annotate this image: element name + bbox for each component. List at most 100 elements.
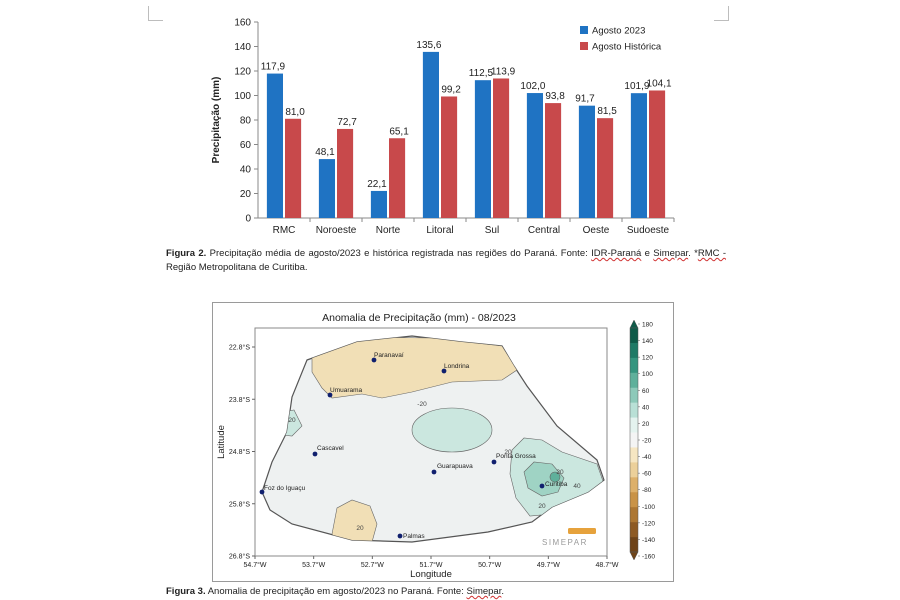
map-x-tick-label: 52.7°W — [361, 561, 384, 569]
bar-agosto-historica-noroeste — [337, 128, 354, 218]
colorbar-segment — [630, 507, 638, 523]
figure-2-text-d: Região Metropolitana de Curitiba. — [166, 262, 308, 273]
city-label-guarapuava: Guarapuava — [437, 463, 473, 470]
value-label-agosto-2023-central: 102,0 — [520, 81, 545, 92]
x-tick-label-litoral: Litoral — [426, 225, 453, 236]
colorbar-label: -40 — [642, 454, 652, 461]
contour-label: 20 — [538, 503, 546, 510]
value-label-agosto-2023-oeste: 91,7 — [575, 94, 595, 105]
contour-label: 20 — [556, 469, 564, 476]
bar-agosto-historica-litoral — [441, 96, 458, 218]
y-tick-label: 120 — [234, 67, 251, 78]
figure-2-source-simepar: Simepar — [653, 248, 689, 259]
value-label-agosto-historica-oeste: 81,5 — [597, 106, 617, 117]
city-label-paranavai: Paranavaí — [374, 352, 404, 359]
x-tick-label-sudoeste: Sudoeste — [627, 225, 670, 236]
figure-2-rmc: RMC - — [697, 248, 726, 259]
y-tick-label: 60 — [240, 140, 252, 151]
figure-2-label: Figura 2. — [166, 248, 207, 259]
colorbar-segment — [630, 342, 638, 359]
city-marker-palmas — [397, 533, 403, 539]
x-tick-label-central: Central — [528, 225, 560, 236]
y-tick-label: 0 — [245, 214, 251, 225]
value-label-agosto-historica-litoral: 99,2 — [441, 84, 461, 95]
bar-agosto-2023-sul — [474, 80, 491, 218]
contour-label: 20 — [356, 525, 364, 532]
y-tick-label: 140 — [234, 42, 251, 53]
figure-2-text-a: Precipitação média de agosto/2023 e hist… — [206, 248, 592, 259]
city-marker-umuarama — [327, 392, 333, 398]
precipitation-anomaly-map: Anomalia de Precipitação (mm) - 08/2023 … — [212, 302, 674, 582]
city-marker-ponta-grossa — [491, 459, 497, 465]
y-tick-label: 40 — [240, 165, 252, 176]
colorbar-label: 120 — [642, 355, 653, 362]
value-label-agosto-2023-sul: 112,5 — [469, 68, 494, 79]
precipitation-bar-chart: 0 20 40 60 80 100 120 140 160 117,9 81,0 48,1 72,7 2… — [211, 18, 675, 236]
value-label-agosto-historica-norte: 65,1 — [389, 126, 409, 137]
simepar-logo: SIMEPAR — [542, 528, 596, 547]
x-tick-label-rmc: RMC — [273, 225, 296, 236]
bar-agosto-2023-sudoeste — [630, 93, 647, 218]
contour-label: 20 — [504, 449, 512, 456]
value-label-agosto-historica-sudoeste: 104,1 — [647, 78, 672, 89]
city-label-ponta-grossa: Ponta Grossa — [496, 453, 536, 460]
value-label-agosto-2023-norte: 22,1 — [367, 179, 387, 190]
city-label-curitiba: Curitiba — [545, 481, 568, 488]
colorbar-segment — [630, 537, 638, 553]
colorbar-label: -60 — [642, 471, 652, 478]
colorbar-label: -80 — [642, 487, 652, 494]
map-y-tick-label: 22.8°S — [229, 344, 250, 352]
colorbar-label: -20 — [642, 438, 652, 445]
value-label-agosto-historica-sul: 113,9 — [491, 66, 516, 77]
map-x-tick-label: 51.7°W — [419, 561, 442, 569]
figure-2-caption: Figura 2. Precipitação média de agosto/2… — [166, 247, 726, 275]
colorbar-segment — [630, 522, 638, 538]
value-label-agosto-2023-noroeste: 48,1 — [315, 147, 335, 158]
page-corner-mark-left — [148, 6, 163, 21]
map-x-tick-label: 50.7°W — [478, 561, 501, 569]
city-marker-foz-do-iguacu — [259, 489, 265, 495]
legend-label-agosto-2023: Agosto 2023 — [592, 26, 645, 37]
colorbar: 180 140 120 100 60 40 20 -20 -40 -60 -80 -100 -120 -1… — [629, 319, 655, 561]
legend: Agosto 2023 Agosto Histórica — [580, 26, 662, 53]
legend-swatch-agosto-historica — [580, 42, 588, 50]
anomaly-wetter-east — [523, 461, 565, 497]
colorbar-label: -140 — [642, 537, 655, 544]
value-label-agosto-historica-noroeste: 72,7 — [337, 117, 357, 128]
contour-label: 40 — [573, 483, 581, 490]
colorbar-segment — [630, 402, 638, 418]
value-label-agosto-2023-rmc: 117,9 — [261, 62, 286, 73]
bar-agosto-historica-sudoeste — [649, 90, 666, 218]
bar-agosto-historica-sul — [493, 78, 510, 218]
city-marker-guarapuava — [431, 469, 437, 475]
value-label-agosto-2023-litoral: 135,6 — [416, 40, 441, 51]
city-marker-londrina — [441, 368, 447, 374]
colorbar-label: 20 — [642, 421, 650, 428]
colorbar-segment — [630, 387, 638, 403]
map-x-tick-label: 53.7°W — [302, 561, 325, 569]
y-tick-label: 160 — [234, 18, 251, 29]
page-corner-mark-right — [714, 6, 729, 21]
colorbar-label: -120 — [642, 520, 655, 527]
anomaly-wettest-curitiba — [549, 471, 561, 483]
y-tick-label: 100 — [234, 91, 251, 102]
colorbar-label: -160 — [642, 554, 655, 561]
bar-agosto-historica-rmc — [285, 118, 302, 218]
map-y-tick-label: 25.8°S — [229, 500, 250, 508]
figure-3-text: Anomalia de precipitação em agosto/2023 … — [205, 586, 467, 597]
city-label-cascavel: Cascavel — [317, 445, 344, 452]
city-label-londrina: Londrina — [444, 363, 470, 370]
bar-agosto-historica-norte — [389, 138, 406, 218]
legend-label-agosto-historica: Agosto Histórica — [592, 42, 662, 53]
colorbar-segment — [630, 357, 638, 374]
map-y-axis-title: Latitude — [216, 425, 227, 459]
contour-label: -20 — [417, 401, 427, 408]
map-title: Anomalia de Precipitação (mm) - 08/2023 — [322, 312, 516, 324]
y-axis-title: Precipitação (mm) — [211, 77, 222, 164]
simepar-logo-text: SIMEPAR — [542, 538, 588, 547]
colorbar-label: -100 — [642, 504, 655, 511]
figure-2-text-b: e — [641, 248, 654, 259]
figure-2-text-c: . * — [688, 248, 698, 259]
map-x-tick-label: 54.7°W — [243, 561, 266, 569]
figure-3-label: Figura 3. — [166, 586, 206, 597]
